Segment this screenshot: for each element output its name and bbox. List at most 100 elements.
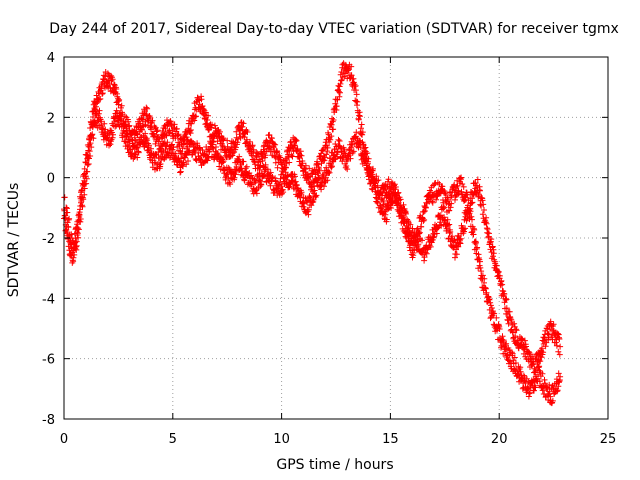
data-point [79,186,86,193]
data-point [135,149,142,156]
data-point [262,152,269,159]
data-point [512,360,519,366]
data-point [326,169,333,176]
data-point [336,138,343,144]
data-point [480,201,487,208]
data-point [314,161,321,168]
data-point [210,139,217,145]
data-point [462,196,469,203]
data-point [109,76,116,83]
data-point [509,350,516,357]
data-point [495,268,502,275]
data-point [170,144,177,151]
data-point [291,142,298,148]
data-point [498,343,505,349]
data-point [218,146,224,153]
data-point [388,205,395,211]
data-point [414,225,421,232]
data-point [83,175,90,182]
data-point [232,144,239,151]
data-point [446,221,453,228]
data-point [512,326,519,333]
data-point [323,151,330,158]
data-point [267,169,274,176]
data-point [477,187,483,194]
data-point [125,118,132,125]
data-point [187,127,194,133]
data-point [73,242,80,249]
data-point [412,234,419,241]
data-point [440,205,447,212]
y-tick-label: 2 [47,111,55,126]
data-point [248,180,255,187]
data-point [428,239,435,246]
data-point [205,112,211,119]
data-point [231,174,238,181]
data-point [391,181,398,188]
data-point [292,136,299,143]
data-point [532,367,539,374]
data-point [227,181,234,188]
data-point [288,152,295,159]
data-point [294,145,301,152]
data-point [154,127,161,134]
data-point [479,197,486,204]
data-point [410,252,417,259]
data-point [346,150,353,157]
data-point [356,113,363,120]
data-point [515,338,522,344]
data-point [554,387,561,394]
data-point [298,189,305,196]
data-point [363,155,370,162]
data-point [236,153,243,160]
data-point [463,217,470,224]
data-point [148,145,154,152]
data-point [264,166,271,173]
data-point [314,158,321,165]
data-point [348,63,355,70]
data-point [121,123,128,129]
data-point [97,95,104,102]
data-point [85,161,92,167]
data-point [337,89,343,96]
data-point [164,139,171,146]
data-point [71,251,78,258]
data-point [527,389,533,396]
data-point [253,190,260,197]
data-point [429,199,436,206]
data-point [311,187,318,194]
data-point [364,158,371,165]
data-point [223,171,230,178]
data-point [422,204,429,211]
data-point [172,150,179,157]
data-point [95,110,102,117]
data-point [379,204,386,211]
data-point [366,164,373,170]
data-point [79,203,86,210]
data-point [505,320,512,327]
data-point [482,285,489,292]
data-point [161,122,168,129]
data-point [447,228,454,235]
data-point [350,148,357,155]
data-point [525,385,532,392]
data-point [211,122,218,129]
data-point [301,166,308,173]
data-point [152,140,159,147]
data-point [481,275,488,282]
data-point [458,174,465,181]
data-point [265,145,272,152]
data-point [544,330,551,337]
data-point [555,370,562,377]
data-point [512,333,519,340]
data-point [352,87,359,94]
data-point [430,233,437,240]
data-point [445,222,452,229]
data-point [335,136,342,143]
data-point [233,163,240,170]
data-point [445,201,452,208]
data-point [330,117,337,123]
data-point [359,131,366,138]
data-point [298,152,305,159]
data-point [220,158,227,165]
